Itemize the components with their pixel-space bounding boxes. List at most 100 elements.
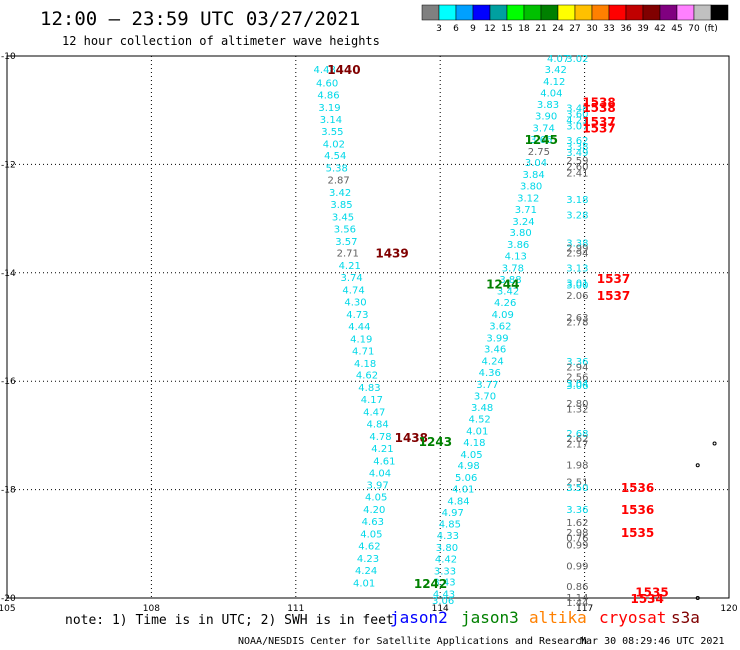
wave-height-label: 3.97	[366, 481, 388, 492]
wave-height-label: 4.61	[373, 456, 395, 467]
wave-height-label: 3.33	[434, 566, 456, 577]
wave-height-label: 0.86	[566, 582, 588, 593]
wave-height-label: 3.24	[512, 217, 534, 228]
wave-height-label: 4.18	[354, 359, 376, 370]
colorbar-tick: 21	[535, 24, 546, 34]
wave-height-label: 3.07	[566, 121, 588, 132]
wave-height-label: 3.70	[474, 391, 496, 402]
wave-height-label: 4.30	[344, 298, 366, 309]
wave-height-label: 4.18	[463, 438, 485, 449]
wave-height-label: 4.62	[356, 371, 378, 382]
wave-height-label: 4.44	[348, 322, 370, 333]
wave-height-label: 4.01	[452, 485, 474, 496]
wave-height-label: 4.78	[369, 432, 391, 443]
wave-height-label: 3.19	[318, 103, 340, 114]
wave-height-label: 3.28	[566, 210, 588, 221]
pass-time-label: 1438	[395, 431, 428, 445]
wave-height-label: 1.62	[566, 518, 588, 529]
wave-height-label: 3.46	[484, 345, 506, 356]
wave-height-label: 5.06	[455, 473, 477, 484]
wave-height-label: 4.33	[437, 531, 459, 542]
colorbar-tick: 36	[620, 24, 632, 34]
pass-time-label: 1537	[597, 272, 630, 286]
wave-height-label: 4.02	[323, 139, 345, 150]
wave-height-label: 3.12	[517, 193, 539, 204]
wave-height-label: 4.83	[358, 383, 380, 394]
plot-frame	[6, 55, 730, 599]
wave-height-label: 3.49	[566, 148, 588, 159]
wave-height-label: 3.04	[566, 379, 588, 390]
colorbar-tick: 24	[552, 24, 564, 34]
wave-height-label: 2.68	[566, 429, 588, 440]
map-title: 12:00 – 23:59 UTC 03/27/2021	[40, 8, 361, 30]
longitude-label: 108	[143, 604, 160, 614]
wave-height-label: 4.26	[494, 298, 516, 309]
wave-height-label: 4.52	[469, 415, 491, 426]
wave-height-label: 3.80	[509, 228, 531, 239]
pass-time-label: 1536	[621, 503, 654, 517]
wave-height-label: 2.62	[566, 434, 588, 445]
wave-height-label: 4.19	[350, 334, 372, 345]
wave-height-label: 4.60	[316, 79, 338, 90]
wave-height-label: 3.42	[545, 65, 567, 76]
colorbar-tick: 27	[569, 24, 580, 34]
wave-height-label: 4.20	[363, 505, 385, 516]
wave-height-label: 3.50	[566, 483, 588, 494]
wave-height-label: 2.60	[566, 162, 588, 173]
wave-height-label: 4.21	[339, 261, 361, 272]
credit-line: NOAA/NESDIS Center for Satellite Applica…	[238, 636, 588, 647]
wave-height-label: 4.42	[435, 554, 457, 565]
map-subtitle: 12 hour collection of altimeter wave hei…	[62, 34, 380, 48]
wave-height-label: 3.71	[515, 205, 537, 216]
pass-time-label: 1538	[582, 96, 615, 110]
wave-height-label: 4.24	[482, 357, 504, 368]
satellite-s3a: s3a	[671, 608, 700, 627]
wave-height-label: 4.63	[362, 517, 384, 528]
wave-height-label: 4.24	[355, 566, 377, 577]
latitude-label: -10	[1, 52, 16, 62]
wave-height-label: 4.97	[442, 508, 464, 519]
wave-height-label: 2.71	[337, 249, 359, 260]
wave-height-colorbar: 3 6 9 12 15 18 21 24 27 30 33 36 39 42 45 70 (ft)	[421, 4, 729, 34]
wave-height-label: 2.17	[566, 440, 588, 451]
satellite-cryosat: cryosat	[599, 608, 667, 627]
wave-height-label: 2.06	[566, 291, 588, 302]
latitude-label: -20	[1, 594, 16, 604]
wave-height-label: 3.83	[537, 100, 559, 111]
wave-height-label: 3.14	[320, 115, 342, 126]
pass-time-label: 1537	[582, 122, 615, 136]
pass-time-label: 1536	[621, 481, 654, 495]
colorbar-tick: 70	[688, 24, 700, 34]
wave-height-label: 4.47	[363, 408, 385, 419]
pass-time-label: 1534	[630, 592, 663, 606]
wave-height-label: 0.99	[566, 561, 588, 572]
wave-height-label: 3.77	[476, 380, 498, 391]
wave-height-label: 3.55	[321, 127, 343, 138]
wave-height-label: 4.05	[365, 493, 387, 504]
wave-height-label: 4.85	[439, 520, 461, 531]
longitude-label: 105	[0, 604, 16, 614]
colorbar-tick: 12	[484, 24, 495, 34]
pass-time-label: 1440	[327, 63, 360, 77]
wave-height-label: 3.06	[432, 596, 454, 607]
satellite-jason3: jason3	[461, 608, 519, 627]
pass-time-label: 1538	[582, 101, 615, 115]
wave-height-label: 0.99	[566, 540, 588, 551]
wave-height-label: 3.80	[436, 543, 458, 554]
wave-height-label: 4.01	[353, 578, 375, 589]
satellite-altika: altika	[529, 608, 587, 627]
island-outline	[695, 596, 700, 600]
wave-height-label: 3.00	[566, 281, 588, 292]
wave-height-label: 2.80	[566, 399, 588, 410]
footnote: note: 1) Time is in UTC; 2) SWH is in fe…	[65, 613, 394, 628]
colorbar-tick: 33	[603, 24, 614, 34]
wave-height-label: 3.01	[566, 279, 588, 290]
wave-height-label: 4.98	[457, 461, 479, 472]
wave-height-label: 4.84	[366, 419, 388, 430]
longitude-label: 120	[720, 604, 737, 614]
island-outline	[712, 441, 717, 446]
pass-time-label: 1535	[621, 526, 654, 540]
wave-height-label: 3.57	[335, 237, 357, 248]
wave-height-label: 0.76	[566, 533, 588, 544]
